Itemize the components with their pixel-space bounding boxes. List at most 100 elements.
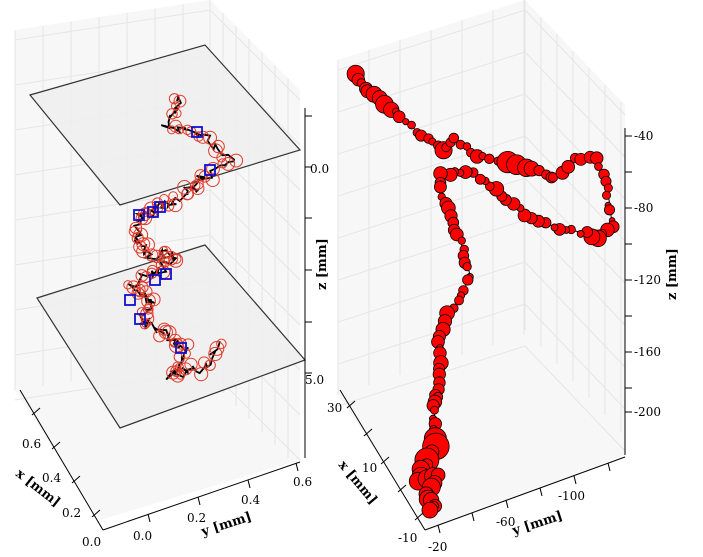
- right-y-ticks: -20 -60 -100: [428, 462, 611, 554]
- bubble-marker: [603, 183, 613, 193]
- grid-line: [524, 345, 626, 452]
- grid-line: [337, 93, 526, 155]
- left-y-tick: 0.0: [133, 529, 152, 543]
- circle-marker: [158, 245, 172, 259]
- bubble-marker: [430, 405, 439, 415]
- circle-marker: [128, 226, 140, 237]
- circle-marker: [197, 356, 211, 369]
- bubble-marker: [550, 223, 559, 232]
- grid-line: [524, 219, 626, 326]
- right-z-tick: -120: [634, 273, 661, 287]
- right-y-tick: -20: [428, 540, 447, 554]
- right-x-tick: 30: [327, 401, 342, 415]
- grid-line: [209, 189, 301, 281]
- circle-marker: [189, 180, 201, 191]
- grid-line: [337, 261, 526, 323]
- grid-line: [14, 9, 211, 41]
- bubble-marker: [448, 132, 460, 144]
- circle-marker: [185, 126, 197, 138]
- bubble-marker: [561, 160, 576, 174]
- right-y-axis-line: [424, 456, 626, 531]
- circle-marker: [171, 253, 182, 265]
- circle-marker: [174, 363, 185, 373]
- circle-marker: [159, 194, 170, 204]
- bubble-marker: [421, 501, 439, 519]
- square-marker: [154, 201, 166, 213]
- left-circle-markers: [123, 93, 244, 383]
- bubble-marker: [602, 190, 612, 200]
- right-z-tick: -200: [634, 405, 661, 419]
- right-x-tick: 10: [362, 461, 377, 475]
- bubble-marker: [594, 162, 603, 171]
- circle-marker: [163, 200, 175, 212]
- circle-marker: [208, 346, 223, 362]
- square-marker: [134, 313, 146, 325]
- left-x-tick: 0.0: [82, 535, 101, 549]
- right-x-axis-line: [339, 389, 426, 531]
- grid-line: [14, 234, 211, 266]
- circle-marker: [205, 172, 220, 187]
- grid-line: [337, 219, 526, 281]
- grid-line: [524, 9, 626, 116]
- circle-marker: [229, 153, 244, 168]
- right-z-ticks: -40 -80 -120 -160 -200: [625, 129, 661, 419]
- circle-marker: [140, 311, 155, 326]
- circle-marker: [172, 108, 182, 119]
- circle-marker: [181, 187, 194, 201]
- circle-marker: [145, 248, 159, 262]
- bubble-marker: [576, 230, 585, 238]
- circle-marker: [167, 125, 177, 135]
- right-back-pane: [338, 0, 625, 530]
- left-y-axis-label: y [mm]: [199, 509, 254, 540]
- circle-marker: [133, 240, 147, 254]
- circle-marker: [158, 250, 172, 264]
- circle-marker: [158, 256, 171, 268]
- circle-marker: [168, 197, 183, 213]
- left-z-axis-label: z [mm]: [315, 238, 330, 290]
- circle-marker: [179, 362, 193, 376]
- left-z-ticks: 0.0 5.0: [305, 115, 329, 387]
- square-marker: [133, 209, 145, 221]
- circle-marker: [173, 351, 186, 363]
- circle-marker: [135, 212, 149, 225]
- right-z-axis-label: z [mm]: [665, 248, 680, 300]
- circle-marker: [166, 108, 178, 120]
- right-x-tick: -10: [398, 531, 417, 545]
- circle-marker: [137, 210, 153, 226]
- circle-marker: [216, 338, 227, 350]
- circle-marker: [221, 156, 236, 171]
- circle-marker: [134, 287, 145, 298]
- circle-marker: [135, 269, 149, 282]
- bubble-marker: [454, 295, 464, 306]
- circle-marker: [184, 357, 198, 372]
- square-marker: [149, 274, 161, 286]
- circle-marker: [217, 158, 228, 169]
- bubble-marker: [462, 274, 474, 286]
- square-marker: [175, 342, 187, 354]
- grid-line: [337, 345, 526, 407]
- grid-line: [524, 51, 626, 158]
- grid-line: [337, 303, 526, 365]
- right-z-tick: -160: [634, 345, 661, 359]
- bubble-marker: [484, 153, 495, 165]
- square-marker: [160, 268, 172, 280]
- bubble-marker: [457, 236, 466, 245]
- bubble-marker: [603, 204, 615, 216]
- circle-marker: [157, 322, 171, 336]
- right-x-ticks: -10 10 30: [327, 400, 424, 545]
- bubble-marker: [407, 120, 416, 130]
- trajectory-line: [127, 94, 236, 381]
- left-trajectory: [127, 94, 236, 381]
- left-x-tick: 0.6: [22, 437, 41, 451]
- bubble-marker: [462, 262, 472, 272]
- circle-marker: [139, 285, 153, 299]
- circle-marker: [173, 94, 187, 108]
- bubble-marker: [434, 180, 447, 194]
- circle-marker: [204, 359, 216, 371]
- square-marker: [204, 164, 216, 176]
- left-z-tick: 0.0: [310, 162, 329, 176]
- left-y-ticks: 0.0 0.2 0.4 0.6: [133, 462, 312, 543]
- circle-marker: [203, 130, 218, 145]
